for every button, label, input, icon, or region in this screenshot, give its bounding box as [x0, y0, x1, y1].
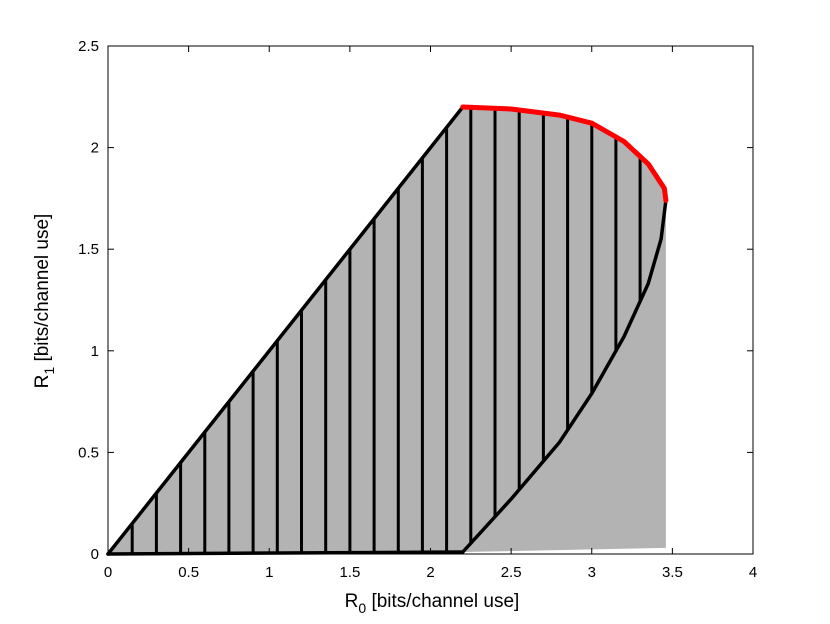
x-tick-label: 0	[104, 564, 112, 581]
x-axis-label: R0 [bits/channel use]	[345, 591, 520, 616]
x-tick-label: 3.5	[662, 564, 683, 581]
y-axis-label-rest: [bits/channel use]	[32, 214, 53, 367]
upper-diagonal-boundary	[106, 105, 465, 556]
y-tick-label: 1.5	[78, 241, 99, 258]
lower-curve-boundary	[461, 198, 668, 554]
x-tick-label: 4	[749, 564, 757, 581]
plot-area	[106, 104, 669, 556]
y-axis-label: R1 [bits/channel use]	[32, 214, 57, 389]
upper-curve-red	[460, 104, 669, 203]
axis-ticks: 0 0.5 1 1.5 2 2.5 3 3.5 4 0 0.5 1 1.5 2 2.5	[78, 38, 757, 581]
x-tick-label: 2.5	[501, 564, 522, 581]
x-tick-label: 1	[265, 564, 273, 581]
gray-region	[108, 107, 666, 554]
y-axis-label-subscript: 1	[41, 367, 57, 375]
y-axis-label-main: R	[32, 375, 53, 389]
y-tick-label: 2	[91, 140, 99, 157]
x-tick-label: 1.5	[339, 564, 360, 581]
x-tick-label: 0.5	[178, 564, 199, 581]
x-tick-label: 3	[588, 564, 596, 581]
y-tick-label: 0.5	[78, 444, 99, 461]
x-axis-label-rest: [bits/channel use]	[366, 591, 519, 612]
y-tick-label: 1	[91, 343, 99, 360]
x-axis-label-main: R	[345, 591, 359, 612]
y-tick-label: 2.5	[78, 38, 99, 55]
x-axis-label-subscript: 0	[358, 600, 366, 616]
y-tick-label: 0	[91, 546, 99, 563]
x-tick-label: 2	[426, 564, 434, 581]
